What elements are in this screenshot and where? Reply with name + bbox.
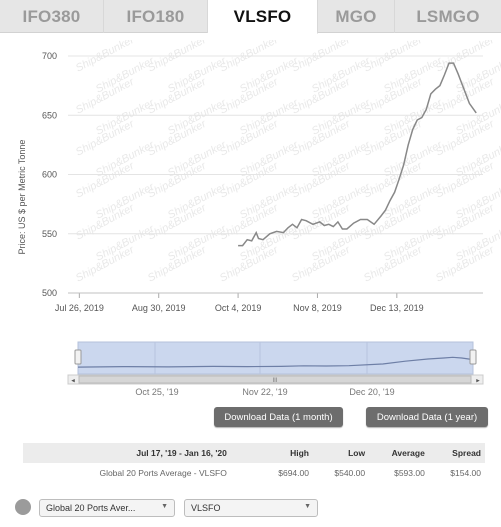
stats-header-range: Jul 17, '19 - Jan 16, '20 [23,443,257,463]
stats-header-average: Average [369,443,429,463]
tab-lsmgo[interactable]: LSMGO [416,6,480,26]
navigator-selection [77,341,474,375]
stats-table: Jul 17, '19 - Jan 16, '20 High Low Avera… [23,443,485,483]
navigator-scrollbar-thumb[interactable] [78,375,472,384]
y-tick-label: 700 [42,51,57,61]
y-tick-label: 650 [42,110,57,120]
series-line [238,62,477,247]
navigator-left-handle[interactable] [74,349,82,365]
grade-select[interactable]: VLSFO ▼ [184,499,318,517]
stats-header-row: Jul 17, '19 - Jan 16, '20 High Low Avera… [23,443,485,463]
stats-row: Global 20 Ports Average - VLSFO $694.00 … [23,463,485,483]
navigator-date-label: Dec 20, '19 [349,387,394,397]
chevron-down-icon: ▼ [304,503,311,510]
tab-vlsfo[interactable]: VLSFO [208,0,318,34]
chart-navigator[interactable]: ◂ ▸ III Oct 25, '19 Nov 22, '19 Dec 20, '19 [0,338,501,400]
x-tick-label: Oct 4, 2019 [215,303,262,313]
price-chart: Ship&Bunker Ship&Bunker Ship&Bunker Ship&Bu… [0,40,501,320]
y-tick-label: 600 [42,170,57,180]
x-tick-label: Nov 8, 2019 [293,303,342,313]
tab-ifo180[interactable]: IFO180 [104,0,208,33]
port-select-value: Global 20 Ports Aver... [46,503,136,513]
stats-series-name: Global 20 Ports Average - VLSFO [99,468,227,478]
navigator-svg[interactable]: ◂ ▸ III Oct 25, '19 Nov 22, '19 Dec 20, '19 [0,338,501,400]
grade-tabs: IFO380 IFO180 VLSFO MGO LSMGO [0,0,501,34]
navigator-date-label: Nov 22, '19 [242,387,287,397]
scroll-left-icon[interactable]: ◂ [71,378,75,385]
grade-select-value: VLSFO [191,503,221,513]
navigator-series-line [77,356,474,368]
chevron-down-icon: ▼ [161,503,168,510]
stats-header-high: High [256,443,313,463]
download-year-button[interactable]: Download Data (1 year) [366,407,488,427]
scrollbar-grip-icon: III [272,378,277,384]
y-tick-label: 550 [42,229,57,239]
stats-average: $593.00 [394,468,425,478]
legend-dot-icon [15,499,31,515]
navigator-right-handle[interactable] [469,349,477,365]
y-axis-label-wrap: Price: US $ per Metric Tonne [14,100,30,300]
port-select[interactable]: Global 20 Ports Aver... ▼ [39,499,175,517]
stats-high: $694.00 [278,468,309,478]
stats-spread: $154.00 [450,468,481,478]
scroll-right-icon[interactable]: ▸ [476,378,480,385]
stats-header-low: Low [312,443,370,463]
tab-ifo380[interactable]: IFO380 [0,0,104,33]
stats-header-spread: Spread [428,443,485,463]
y-tick-label: 500 [42,288,57,298]
price-chart-svg: Ship&Bunker Ship&Bunker Ship&Bunker Ship&Bu… [42,40,501,313]
x-tick-label: Dec 13, 2019 [370,303,424,313]
stats-low: $540.00 [334,468,366,478]
x-tick-label: Aug 30, 2019 [132,303,186,313]
y-axis-label: Price: US $ per Metric Tonne [17,139,27,255]
tab-mgo[interactable]: MGO [318,0,395,33]
x-tick-label: Jul 26, 2019 [55,303,104,313]
navigator-date-label: Oct 25, '19 [135,387,178,397]
download-month-button[interactable]: Download Data (1 month) [214,407,343,427]
